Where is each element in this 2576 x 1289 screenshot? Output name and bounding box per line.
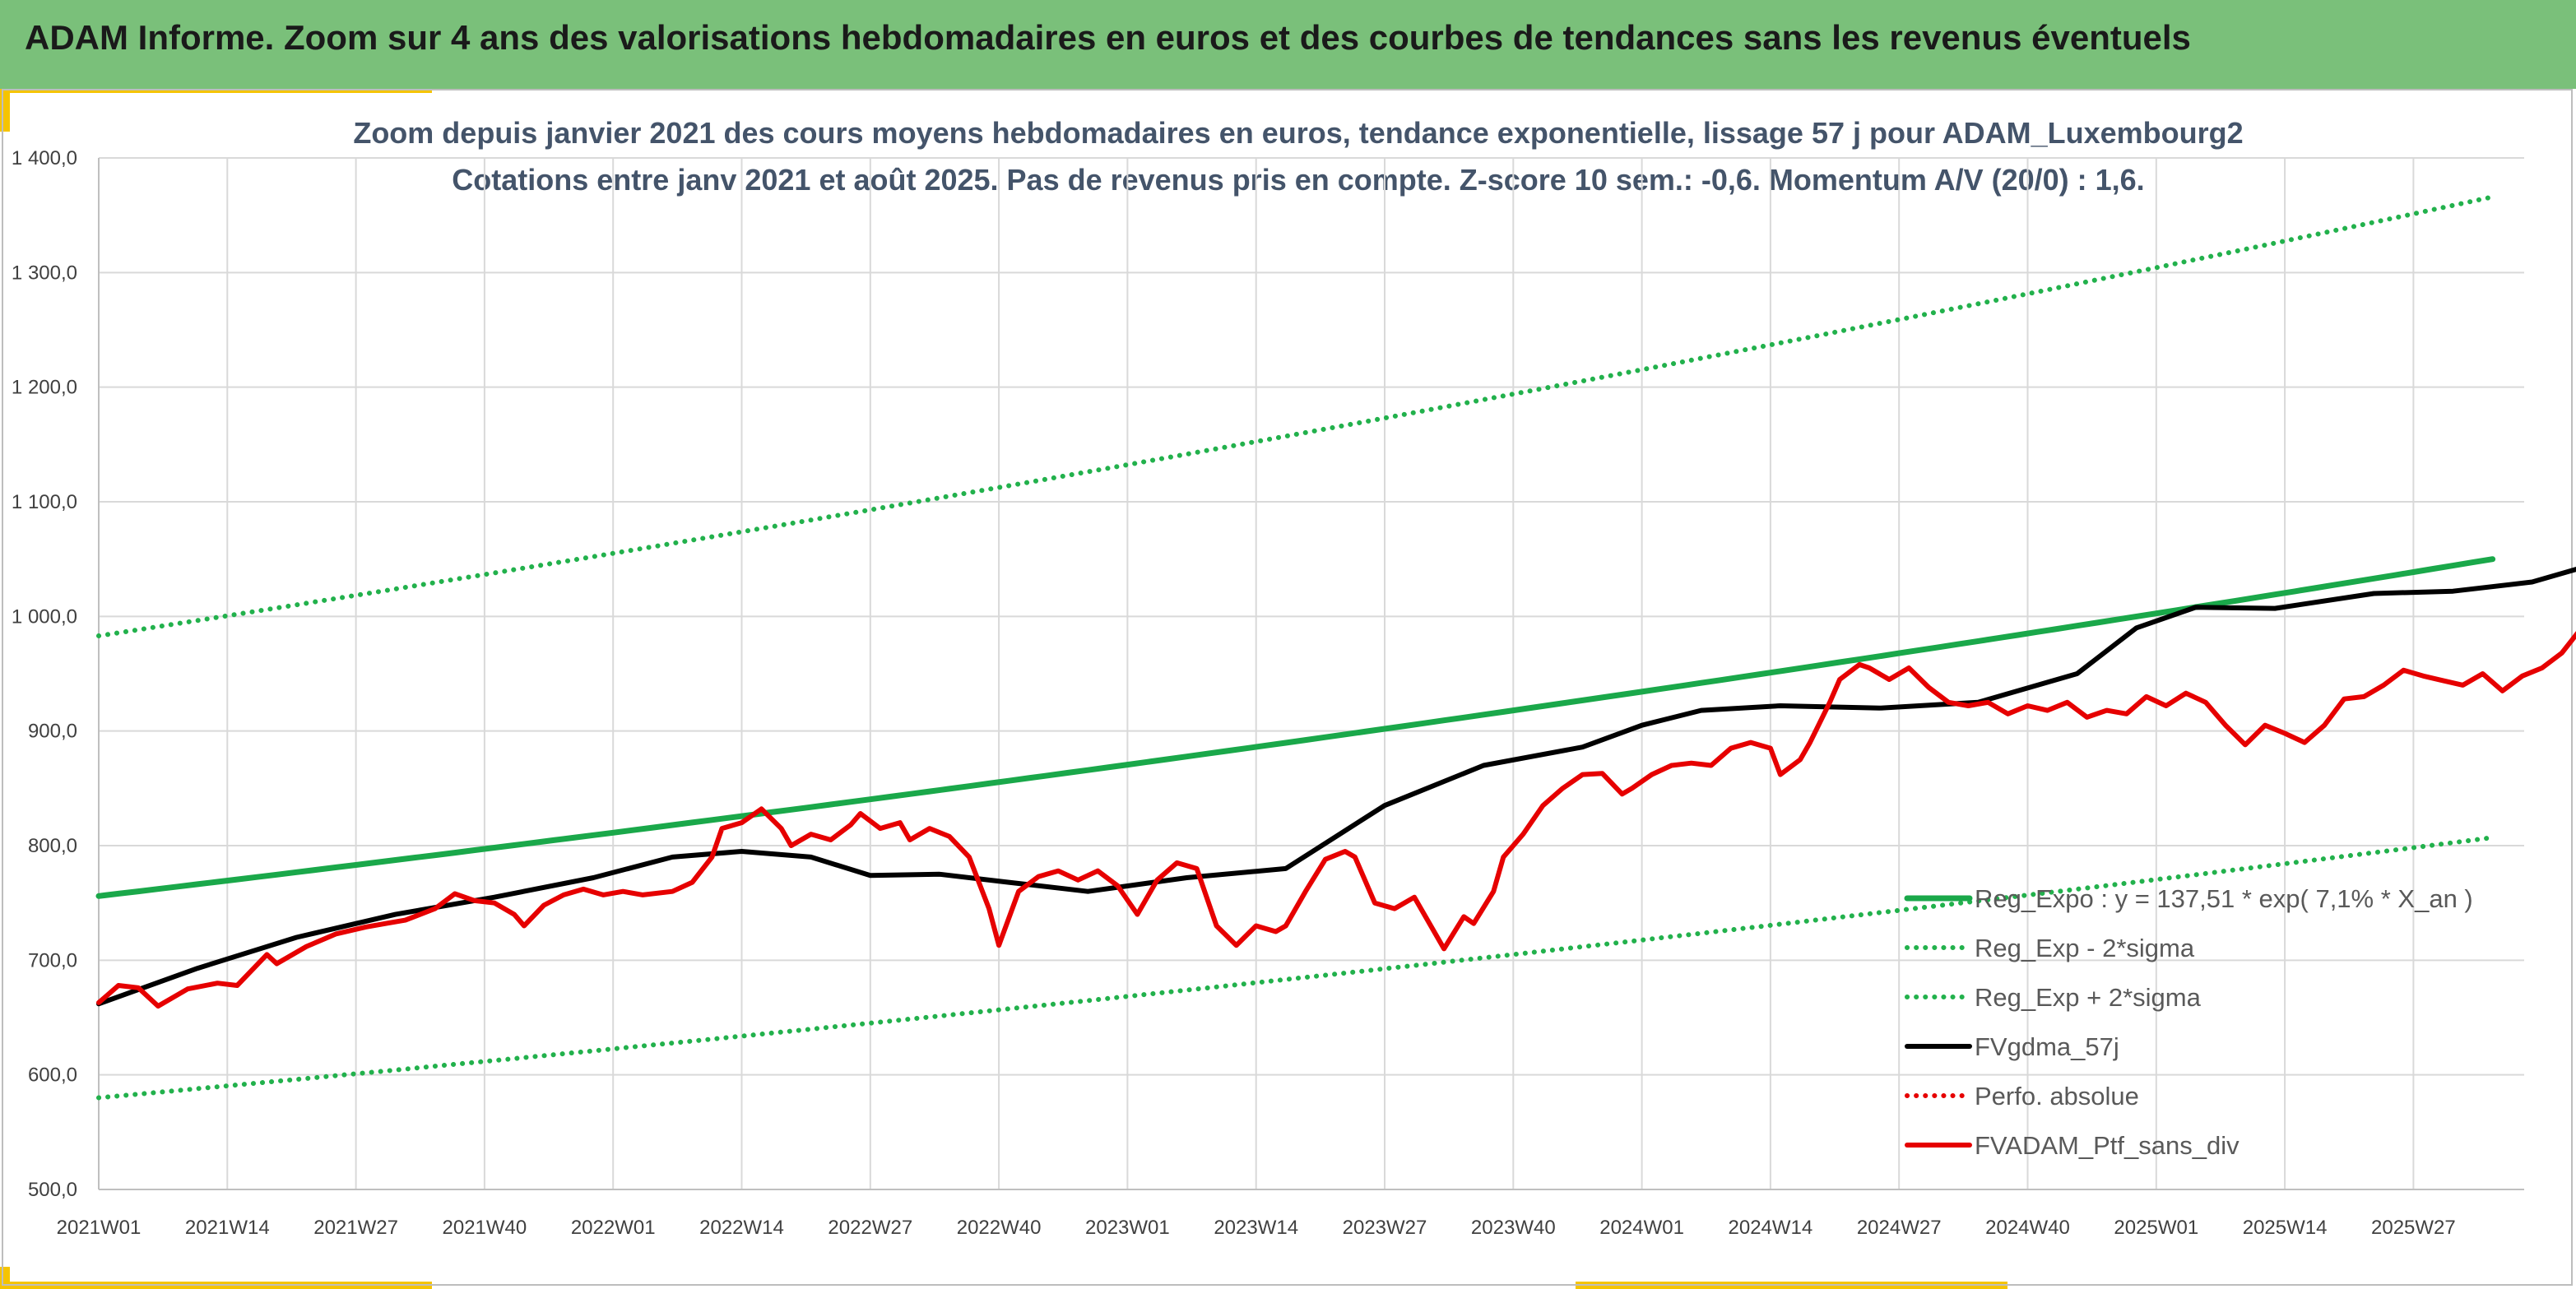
accent-bar-top <box>0 89 432 93</box>
series-line-solid-red <box>96 631 2576 1009</box>
series-lines <box>95 194 2576 1101</box>
legend-label: Reg_Expo : y = 137,51 * exp( 7,1% * X_an… <box>1975 884 2473 913</box>
legend-label: Reg_Exp + 2*sigma <box>1975 983 2202 1012</box>
y-tick-label: 1 000,0 <box>12 605 77 628</box>
x-tick-label: 2024W01 <box>1599 1217 1684 1239</box>
chart-frame <box>2 89 2573 1286</box>
y-tick-label: 1 100,0 <box>12 491 77 513</box>
chart-subtitle-line1: Zoom depuis janvier 2021 des cours moyen… <box>353 116 2243 150</box>
x-tick-label: 2025W27 <box>2371 1217 2456 1239</box>
series-line-solid-black <box>96 566 2576 1007</box>
series-line-dotted-green <box>96 835 2495 1101</box>
legend-label: Perfo. absolue <box>1975 1082 2139 1110</box>
legend: Reg_Expo : y = 137,51 * exp( 7,1% * X_an… <box>1904 884 2473 1160</box>
grid-lines <box>98 157 2524 1190</box>
x-tick-label: 2022W01 <box>571 1217 656 1239</box>
y-tick-label: 900,0 <box>28 721 77 743</box>
series-line-solid-green <box>95 556 2496 899</box>
y-tick-label: 800,0 <box>28 835 77 857</box>
y-tick-label: 600,0 <box>28 1064 77 1087</box>
legend-label: Reg_Exp - 2*sigma <box>1975 934 2195 962</box>
y-tick-label: 1 200,0 <box>12 377 77 399</box>
header-banner: ADAM Informe. Zoom sur 4 ans des valoris… <box>0 0 2576 89</box>
page-title: ADAM Informe. Zoom sur 4 ans des valoris… <box>25 18 2191 57</box>
x-tick-label: 2021W27 <box>313 1217 398 1239</box>
x-tick-label: 2025W01 <box>2114 1217 2198 1239</box>
y-tick-label: 1 300,0 <box>12 262 77 284</box>
y-tick-label: 500,0 <box>28 1179 77 1201</box>
x-tick-label: 2022W27 <box>828 1217 912 1239</box>
axes: 500,0 600,0 700,0 800,0 900,0 1 000,0 1 100,0 1… <box>12 147 2524 1239</box>
y-tick-label: 700,0 <box>28 949 77 971</box>
legend-label: FVADAM_Ptf_sans_div <box>1975 1131 2239 1160</box>
x-tick-label: 2021W01 <box>57 1217 142 1239</box>
x-tick-label: 2023W01 <box>1085 1217 1170 1239</box>
y-tick-label: 1 400,0 <box>12 147 77 169</box>
x-tick-label: 2025W14 <box>2243 1217 2328 1239</box>
x-tick-label: 2021W40 <box>443 1217 527 1239</box>
chart-subtitle-line2: Cotations entre janv 2021 et août 2025. … <box>452 163 2144 197</box>
series-line-dotted-green <box>96 194 2495 638</box>
x-tick-label: 2023W27 <box>1343 1217 1427 1239</box>
x-tick-label: 2024W27 <box>1857 1217 1942 1239</box>
x-tick-label: 2022W40 <box>957 1217 1042 1239</box>
x-tick-label: 2023W14 <box>1214 1217 1298 1239</box>
legend-label: FVgdma_57j <box>1975 1032 2119 1061</box>
x-tick-label: 2024W14 <box>1729 1217 1813 1239</box>
x-tick-label: 2021W14 <box>185 1217 270 1239</box>
x-tick-label: 2024W40 <box>1985 1217 2070 1239</box>
x-tick-label: 2023W40 <box>1471 1217 1556 1239</box>
x-tick-label: 2022W14 <box>699 1217 784 1239</box>
